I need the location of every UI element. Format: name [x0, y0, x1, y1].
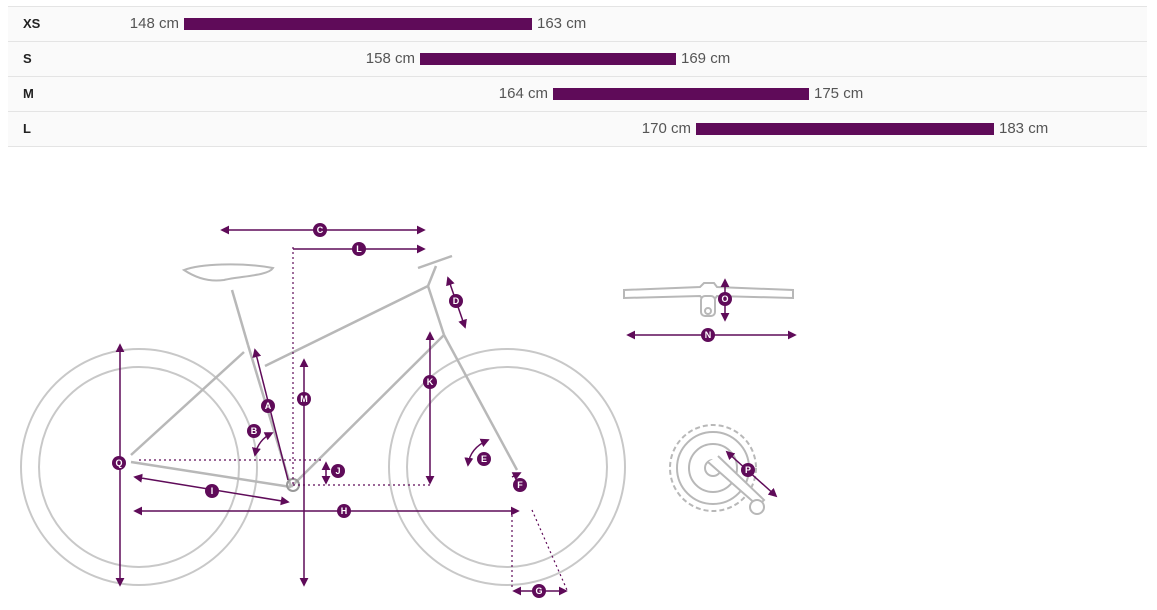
svg-text:H: H	[341, 506, 348, 516]
badge-f: F	[513, 478, 527, 492]
rear-rim	[38, 366, 240, 568]
down-tube	[290, 334, 445, 488]
height-range: 164 cm 175 cm	[499, 77, 863, 111]
svg-text:D: D	[453, 296, 460, 306]
fork	[442, 334, 519, 471]
svg-text:N: N	[705, 330, 712, 340]
seat-stay	[130, 351, 245, 456]
height-range: 148 cm 163 cm	[130, 7, 586, 41]
measurement-badges: C L D M K A B Q J E F I H G O N P	[112, 223, 755, 598]
badge-p: P	[741, 463, 755, 477]
min-height: 164 cm	[498, 85, 548, 102]
range-bar	[696, 123, 994, 135]
svg-text:O: O	[721, 294, 728, 304]
svg-text:E: E	[481, 454, 487, 464]
badge-n: N	[701, 328, 715, 342]
svg-text:Q: Q	[115, 458, 122, 468]
height-range: 158 cm 169 cm	[366, 42, 730, 76]
rear-wheel	[20, 348, 258, 586]
reference-lines	[139, 247, 568, 591]
svg-text:P: P	[745, 465, 751, 475]
height-range: 170 cm 183 cm	[642, 112, 1048, 146]
svg-text:K: K	[427, 377, 434, 387]
svg-text:F: F	[517, 480, 523, 490]
front-rim	[406, 366, 608, 568]
badge-m: M	[297, 392, 311, 406]
size-row-l: L 170 cm 183 cm	[8, 112, 1147, 147]
saddle	[181, 263, 275, 282]
badge-e: E	[477, 452, 491, 466]
min-height: 170 cm	[641, 120, 691, 137]
svg-text:J: J	[335, 466, 340, 476]
badge-k: K	[423, 375, 437, 389]
min-height: 158 cm	[365, 50, 415, 67]
svg-text:M: M	[300, 394, 308, 404]
size-row-xs: XS 148 cm 163 cm	[8, 6, 1147, 42]
stem	[417, 254, 453, 270]
top-tube	[264, 284, 429, 368]
svg-text:L: L	[356, 244, 362, 254]
badge-c: C	[313, 223, 327, 237]
handlebar-view	[623, 282, 794, 317]
badge-g: G	[532, 584, 546, 598]
badge-d: D	[449, 294, 463, 308]
badge-q: Q	[112, 456, 126, 470]
max-height: 183 cm	[999, 120, 1049, 137]
size-label: M	[23, 86, 34, 101]
front-wheel	[388, 348, 626, 586]
badge-a: A	[261, 399, 275, 413]
range-bar	[184, 18, 532, 30]
dim-f	[511, 472, 522, 481]
head-tube	[426, 285, 446, 336]
badge-i: I	[205, 484, 219, 498]
svg-text:C: C	[317, 225, 324, 235]
range-bar	[420, 53, 676, 65]
badge-h: H	[337, 504, 351, 518]
badge-b: B	[247, 424, 261, 438]
stem-riser	[426, 265, 438, 287]
bike-outline	[20, 254, 794, 586]
max-height: 163 cm	[537, 15, 587, 32]
seat-post	[230, 289, 250, 346]
size-label: XS	[23, 16, 41, 31]
max-height: 175 cm	[814, 85, 864, 102]
dim-e	[464, 438, 490, 467]
size-label: L	[23, 121, 31, 136]
chain-stay	[130, 460, 292, 489]
frame	[130, 254, 519, 489]
size-row-s: S 158 cm 169 cm	[8, 42, 1147, 77]
range-bar	[553, 88, 809, 100]
max-height: 169 cm	[681, 50, 731, 67]
badge-l: L	[352, 242, 366, 256]
min-height: 148 cm	[129, 15, 179, 32]
svg-text:G: G	[535, 586, 542, 596]
dim-b	[252, 432, 274, 457]
svg-text:B: B	[251, 426, 258, 436]
size-row-m: M 164 cm 175 cm	[8, 77, 1147, 112]
dim-a	[252, 348, 289, 481]
svg-text:A: A	[265, 401, 272, 411]
badge-j: J	[331, 464, 345, 478]
svg-text:I: I	[211, 486, 214, 496]
badge-o: O	[718, 292, 732, 306]
size-chart: XS 148 cm 163 cm S 158 cm 169 cm M 164 c…	[8, 6, 1147, 147]
size-label: S	[23, 51, 32, 66]
